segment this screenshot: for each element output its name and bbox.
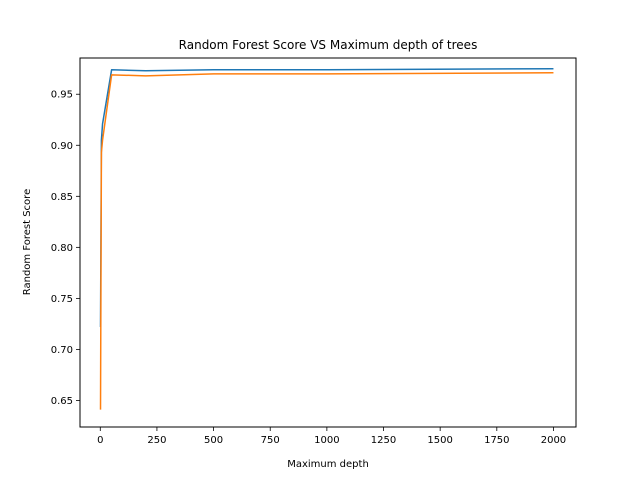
x-tick-label: 250 <box>147 435 166 446</box>
y-tick-label: 0.70 <box>51 345 73 356</box>
y-tick-label: 0.85 <box>51 192 73 203</box>
y-tick-label: 0.90 <box>51 141 73 152</box>
y-tick-label: 0.65 <box>51 396 73 407</box>
y-tick-label: 0.95 <box>51 90 73 101</box>
x-tick-label: 1500 <box>427 435 452 446</box>
x-tick-label: 1000 <box>314 435 339 446</box>
y-tick-label: 0.75 <box>51 294 73 305</box>
x-tick-label: 0 <box>97 435 103 446</box>
x-tick-label: 500 <box>204 435 223 446</box>
series-line-2 <box>99 72 554 410</box>
x-axis: 0 250 500 750 1000 1250 1500 1750 2000 <box>97 427 566 446</box>
y-axis: 0.65 0.70 0.75 0.80 0.85 0.90 0.95 <box>51 90 80 407</box>
x-tick-label: 2000 <box>541 435 566 446</box>
x-tick-label: 1750 <box>484 435 509 446</box>
series-line-1 <box>99 67 554 327</box>
x-tick-label: 1250 <box>371 435 396 446</box>
y-axis-label: Random Forest Score <box>22 189 33 295</box>
x-axis-label: Maximum depth <box>287 459 369 470</box>
axes-frame <box>79 57 577 428</box>
y-tick-label: 0.80 <box>51 243 73 254</box>
series-layer <box>99 67 554 410</box>
chart-title: Random Forest Score VS Maximum depth of … <box>179 38 478 52</box>
x-tick-label: 750 <box>261 435 280 446</box>
